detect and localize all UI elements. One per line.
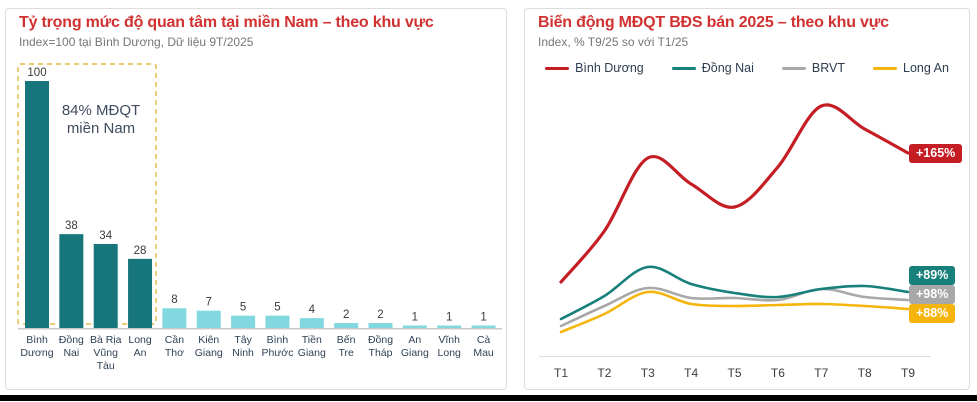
line-series-2	[559, 265, 910, 321]
bar-chart-title: Tỷ trọng mức độ quan tâm tại miền Nam – …	[19, 14, 434, 31]
bar-value-label: 5	[274, 302, 280, 314]
end-label-badge: +88%	[909, 303, 956, 323]
bar	[162, 308, 187, 328]
chart-legend: Bình Dương Đồng Nai BRVT Long An	[525, 61, 969, 75]
end-label-badge: +98%	[909, 284, 956, 304]
line-series-1	[559, 103, 910, 284]
bar-category-label: Tiền Giang	[298, 334, 326, 359]
x-tick-label: T9	[901, 366, 915, 380]
highlight-box	[17, 63, 157, 325]
end-label-badge: +165%	[909, 143, 963, 163]
annotation-line1: 84% MĐQT	[61, 102, 141, 119]
line-chart-plot: T1 T2 T3 T4 T5 T6 T7 T8 T9	[539, 103, 931, 380]
bar-value-label: 5	[240, 302, 246, 314]
bar	[471, 325, 496, 328]
legend-item: BRVT	[781, 61, 846, 75]
x-tick-label: T1	[554, 366, 568, 380]
line-chart-header: Biến động MĐQT BĐS bán 2025 – theo khu v…	[538, 14, 961, 49]
bar	[299, 318, 324, 328]
legend-swatch-icon	[545, 66, 570, 70]
bar-value-label: 34	[99, 230, 112, 242]
legend-item: Bình Dương	[545, 61, 644, 75]
bar-value-label: 1	[480, 312, 486, 324]
bar-category-label: Long An	[128, 334, 152, 359]
end-label-badge: +89%	[909, 265, 956, 285]
bar-value-label: 38	[65, 220, 78, 232]
bar-value-label: 1	[412, 312, 418, 324]
bar-category-label: Đồng Tháp	[368, 334, 393, 359]
bar-chart-subtitle: Index=100 tại Bình Dương, Dữ liệu 9T/202…	[19, 35, 254, 49]
legend-item: Đồng Nai	[671, 61, 754, 75]
bar-category-label: Bình Phước	[261, 334, 293, 359]
bar-category-label: Bến Tre	[337, 334, 356, 359]
bar	[265, 315, 290, 328]
bar-value-label: 1	[446, 312, 452, 324]
bar-category-label: Kiên Giang	[195, 334, 223, 359]
x-tick-label: T7	[814, 366, 828, 380]
line-chart-card: Biến động MĐQT BĐS bán 2025 – theo khu v…	[524, 8, 970, 390]
legend-label: Đồng Nai	[701, 61, 754, 75]
bar-value-label: 2	[343, 309, 349, 321]
legend-label: BRVT	[811, 61, 846, 75]
bar	[437, 325, 462, 328]
bar	[196, 310, 221, 328]
x-tick-label: T8	[858, 366, 872, 380]
bar-category-label: Tây Ninh	[232, 334, 254, 359]
bottom-black-bar	[0, 395, 977, 401]
highlight-box-annotation: 84% MĐQT miền Nam	[41, 102, 161, 138]
bar-value-label: 100	[27, 67, 46, 79]
bar-value-label: 4	[309, 304, 316, 316]
bar-category-label: Vĩnh Long	[438, 334, 462, 359]
bar	[25, 81, 49, 328]
line-series-4	[559, 290, 910, 334]
bar-value-label: 28	[134, 245, 147, 257]
line-chart-title: Biến động MĐQT BĐS bán 2025 – theo khu v…	[538, 14, 889, 31]
bar-category-label: Đồng Nai	[59, 334, 84, 359]
bar-value-label: 2	[377, 309, 383, 321]
bar	[368, 323, 393, 328]
line-chart-subtitle: Index, % T9/25 so với T1/25	[538, 35, 689, 49]
x-tick-label: T2	[597, 366, 611, 380]
x-tick-label: T6	[771, 366, 785, 380]
legend-label: Long An	[903, 61, 949, 75]
bar	[334, 323, 359, 328]
legend-swatch-icon	[671, 66, 696, 70]
bar-category-label: Cần Thơ	[165, 334, 184, 359]
bar	[59, 234, 84, 328]
x-tick-label: T4	[684, 366, 698, 380]
bar-value-label: 8	[171, 294, 177, 306]
bar	[402, 325, 427, 328]
bar-category-label: Cà Mau	[473, 334, 494, 359]
legend-swatch-icon	[873, 66, 898, 70]
legend-item: Long An	[873, 61, 949, 75]
bar-category-label: Bà Rịa Vũng Tàu	[90, 334, 122, 372]
bar-chart-header: Tỷ trọng mức độ quan tâm tại miền Nam – …	[19, 14, 498, 49]
bar	[231, 315, 256, 328]
annotation-line2: miền Nam	[66, 120, 136, 137]
x-tick-label: T5	[727, 366, 741, 380]
bar-category-label: An Giang	[401, 334, 429, 359]
legend-label: Bình Dương	[575, 61, 644, 75]
x-tick-label: T3	[641, 366, 655, 380]
bar-value-label: 7	[206, 297, 212, 309]
bar-category-label: Bình Dương	[20, 334, 53, 359]
bar	[93, 244, 118, 328]
line-series-3	[559, 286, 910, 328]
bar	[128, 258, 153, 328]
bar-chart-card: Tỷ trọng mức độ quan tâm tại miền Nam – …	[5, 8, 507, 390]
legend-swatch-icon	[781, 66, 806, 70]
